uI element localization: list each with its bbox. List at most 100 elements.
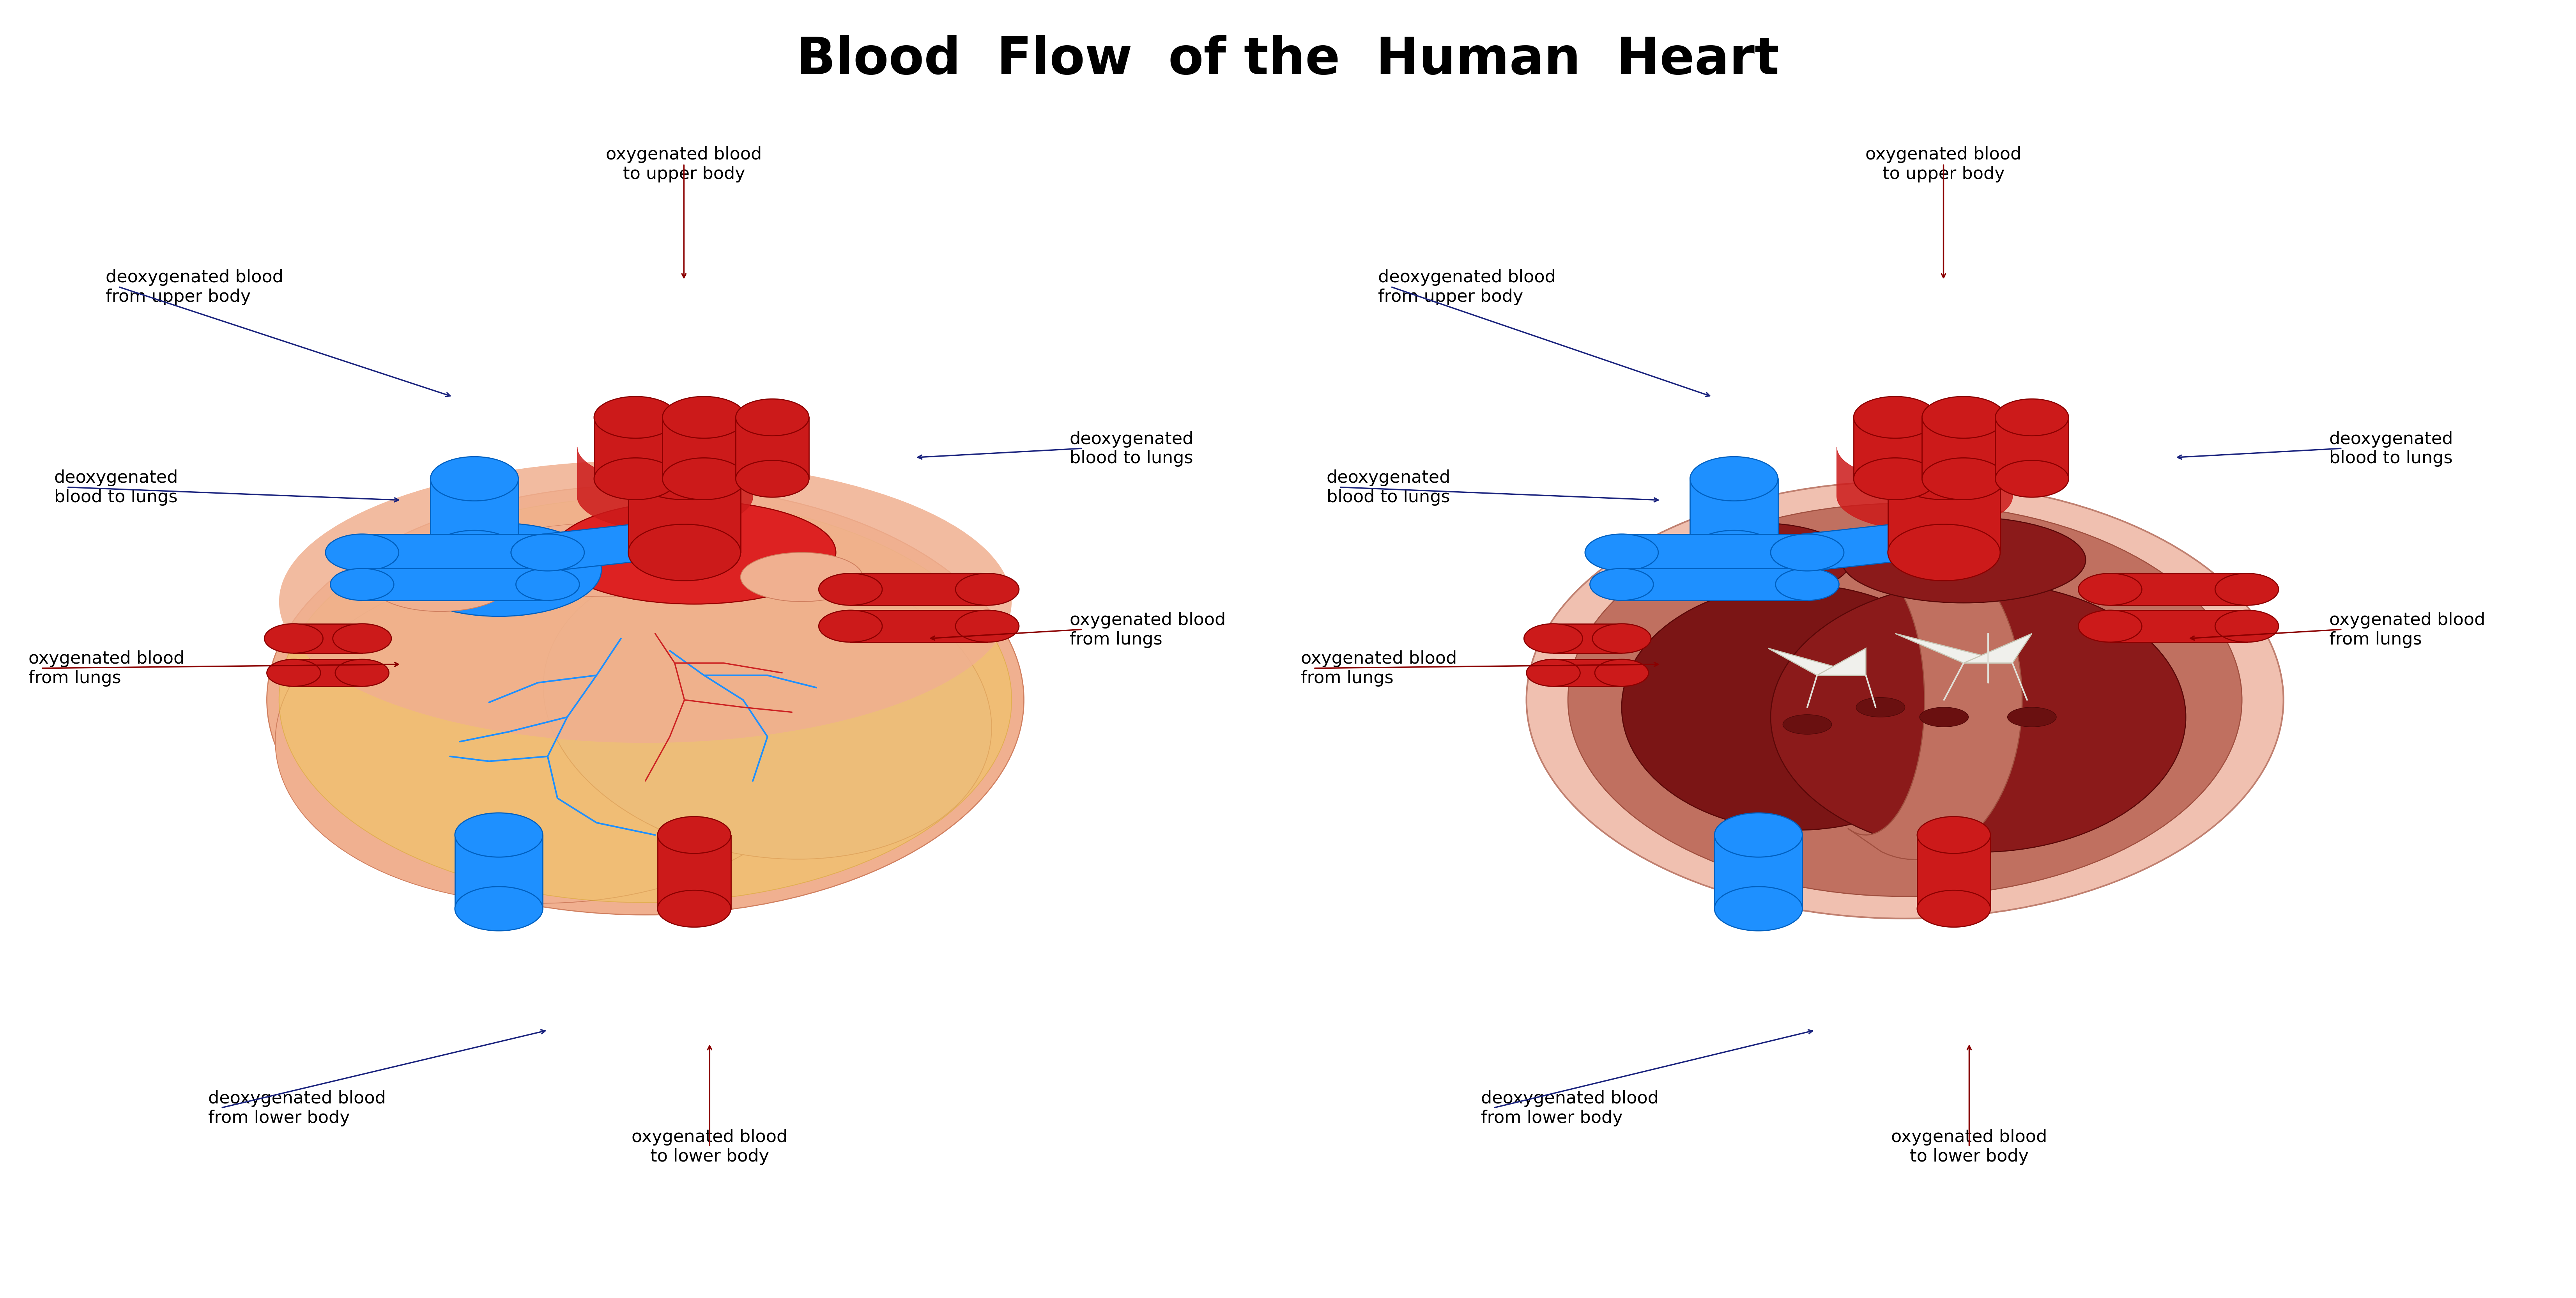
Ellipse shape	[1919, 707, 1968, 727]
Polygon shape	[541, 518, 711, 571]
Text: Blood  Flow  of the  Human  Heart: Blood Flow of the Human Heart	[796, 35, 1780, 84]
Polygon shape	[456, 835, 544, 909]
Polygon shape	[1816, 649, 1865, 675]
Circle shape	[456, 887, 544, 931]
Ellipse shape	[268, 485, 1023, 915]
Circle shape	[430, 457, 518, 501]
Circle shape	[956, 574, 1020, 605]
Circle shape	[1589, 569, 1654, 601]
Circle shape	[1595, 659, 1649, 687]
Text: deoxygenated
blood to lungs: deoxygenated blood to lungs	[1069, 431, 1193, 467]
Text: oxygenated blood
to lower body: oxygenated blood to lower body	[631, 1128, 788, 1164]
Ellipse shape	[1667, 523, 1852, 597]
Circle shape	[1888, 444, 1999, 500]
Circle shape	[332, 624, 392, 653]
Ellipse shape	[371, 558, 507, 611]
Circle shape	[2215, 610, 2280, 643]
Circle shape	[1775, 569, 1839, 601]
Circle shape	[515, 569, 580, 601]
Polygon shape	[2110, 574, 2246, 605]
Polygon shape	[2110, 610, 2246, 643]
Polygon shape	[1553, 624, 1623, 653]
Ellipse shape	[1783, 715, 1832, 735]
Circle shape	[737, 400, 809, 436]
Circle shape	[657, 890, 732, 927]
Circle shape	[1716, 887, 1803, 931]
Polygon shape	[430, 479, 518, 553]
Circle shape	[629, 524, 739, 582]
Polygon shape	[363, 535, 549, 571]
Polygon shape	[629, 471, 739, 553]
Ellipse shape	[1623, 584, 1973, 831]
Polygon shape	[1847, 540, 2022, 859]
Circle shape	[662, 397, 744, 439]
Polygon shape	[1553, 659, 1623, 687]
Text: deoxygenated blood
from upper body: deoxygenated blood from upper body	[1378, 269, 1556, 305]
Polygon shape	[657, 835, 732, 909]
Ellipse shape	[278, 497, 1012, 902]
Text: deoxygenated
blood to lungs: deoxygenated blood to lungs	[1327, 470, 1450, 505]
Text: oxygenated blood
from lungs: oxygenated blood from lungs	[1301, 650, 1458, 687]
Ellipse shape	[1569, 504, 2241, 897]
Polygon shape	[363, 569, 549, 601]
Ellipse shape	[1857, 697, 1904, 718]
Ellipse shape	[739, 553, 863, 602]
Circle shape	[1592, 624, 1651, 653]
Polygon shape	[1690, 479, 1777, 553]
Ellipse shape	[397, 523, 600, 617]
Ellipse shape	[1770, 583, 2187, 853]
Circle shape	[629, 444, 739, 500]
Circle shape	[1770, 535, 1844, 571]
Ellipse shape	[554, 501, 835, 605]
Text: oxygenated blood
from lungs: oxygenated blood from lungs	[28, 650, 185, 687]
Polygon shape	[1623, 569, 1808, 601]
Ellipse shape	[1528, 482, 2282, 919]
Ellipse shape	[471, 523, 739, 597]
Circle shape	[1584, 535, 1659, 571]
Circle shape	[1922, 397, 2004, 439]
Circle shape	[595, 458, 677, 500]
Circle shape	[1927, 517, 1999, 554]
Text: oxygenated blood
to upper body: oxygenated blood to upper body	[1865, 147, 2022, 182]
Ellipse shape	[544, 556, 992, 859]
Polygon shape	[1855, 418, 1937, 479]
Circle shape	[737, 461, 809, 497]
Text: deoxygenated
blood to lungs: deoxygenated blood to lungs	[2329, 431, 2452, 467]
Text: deoxygenated blood
from lower body: deoxygenated blood from lower body	[1481, 1090, 1659, 1125]
Text: oxygenated blood
to upper body: oxygenated blood to upper body	[605, 147, 762, 182]
Polygon shape	[662, 418, 744, 479]
Circle shape	[1996, 400, 2069, 436]
Circle shape	[1525, 624, 1582, 653]
Polygon shape	[737, 418, 809, 479]
Circle shape	[456, 813, 544, 857]
Circle shape	[819, 574, 881, 605]
Polygon shape	[1996, 418, 2069, 479]
Polygon shape	[294, 624, 363, 653]
Text: deoxygenated blood
from upper body: deoxygenated blood from upper body	[106, 269, 283, 305]
Circle shape	[330, 569, 394, 601]
Circle shape	[2079, 574, 2141, 605]
Circle shape	[1917, 890, 1991, 927]
Circle shape	[430, 531, 518, 575]
Polygon shape	[1623, 535, 1808, 571]
Circle shape	[1922, 458, 2004, 500]
Circle shape	[265, 624, 322, 653]
Circle shape	[268, 659, 319, 687]
Circle shape	[1716, 813, 1803, 857]
Circle shape	[662, 458, 744, 500]
Circle shape	[956, 610, 1020, 643]
Polygon shape	[595, 418, 677, 479]
Ellipse shape	[278, 461, 1012, 742]
Circle shape	[1528, 659, 1579, 687]
Circle shape	[325, 535, 399, 571]
Polygon shape	[1896, 633, 2012, 663]
Text: oxygenated blood
from lungs: oxygenated blood from lungs	[1069, 611, 1226, 648]
Circle shape	[1855, 458, 1937, 500]
Circle shape	[667, 517, 739, 554]
Polygon shape	[1888, 471, 1999, 553]
Circle shape	[595, 397, 677, 439]
Text: oxygenated blood
to lower body: oxygenated blood to lower body	[1891, 1128, 2048, 1164]
Ellipse shape	[2007, 707, 2056, 727]
Circle shape	[1888, 524, 1999, 582]
Text: deoxygenated blood
from lower body: deoxygenated blood from lower body	[209, 1090, 386, 1125]
